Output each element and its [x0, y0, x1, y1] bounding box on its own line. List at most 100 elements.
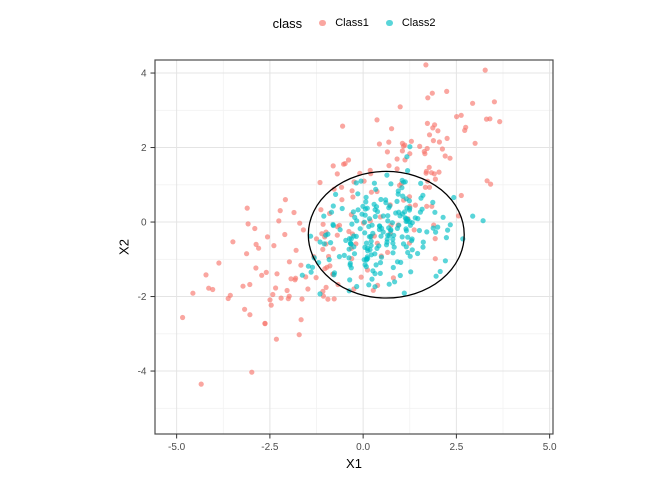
data-point [305, 286, 311, 292]
data-point [318, 207, 324, 213]
data-point [240, 283, 246, 289]
data-point [330, 221, 336, 228]
x-axis-title: X1 [346, 456, 362, 471]
data-point [244, 205, 250, 211]
panel-border [154, 59, 554, 435]
data-point [230, 239, 236, 245]
data-point [395, 191, 401, 197]
data-point [361, 219, 368, 225]
data-point [293, 247, 299, 253]
data-point [429, 203, 435, 209]
data-point [252, 225, 258, 232]
data-point [390, 236, 396, 242]
data-point [351, 251, 358, 257]
legend-key-class2 [381, 15, 398, 32]
data-point [447, 155, 453, 161]
data-point [439, 146, 445, 152]
data-point [363, 199, 369, 205]
data-point [425, 95, 431, 101]
data-point [426, 132, 433, 138]
data-point [362, 230, 368, 236]
data-point [424, 203, 430, 209]
data-point [374, 245, 380, 251]
data-point [249, 369, 255, 375]
data-point [308, 269, 314, 275]
data-point [358, 178, 364, 184]
data-point [317, 291, 323, 297]
data-point [285, 296, 291, 302]
data-point [368, 252, 374, 258]
data-point [313, 236, 320, 242]
data-point [369, 276, 375, 282]
data-point [368, 238, 374, 244]
data-point [256, 245, 262, 251]
data-point [351, 233, 357, 239]
data-point [433, 273, 439, 279]
data-point [363, 240, 370, 246]
data-point [376, 223, 383, 229]
data-point [325, 296, 331, 302]
data-point [397, 104, 403, 110]
data-point [402, 209, 408, 215]
data-point [437, 268, 443, 275]
data-point [396, 222, 402, 228]
data-point [390, 250, 396, 256]
data-point [403, 244, 409, 250]
data-point [372, 271, 378, 277]
data-point [327, 263, 333, 269]
data-point [378, 233, 384, 239]
data-point [323, 284, 329, 290]
data-point [355, 191, 361, 197]
data-point [386, 139, 392, 145]
data-point [296, 332, 302, 338]
data-point [331, 296, 337, 302]
data-point [288, 276, 294, 282]
data-point [424, 145, 430, 152]
data-point [377, 270, 383, 276]
data-point [328, 209, 335, 215]
data-point [384, 149, 390, 155]
data-point [415, 250, 421, 257]
data-point [436, 169, 442, 175]
data-point [245, 221, 251, 227]
data-point [368, 242, 374, 249]
data-point [426, 164, 432, 170]
x-tick-label: 0.0 [356, 442, 370, 453]
data-point [385, 232, 391, 238]
data-point [355, 207, 361, 213]
data-point [244, 251, 250, 257]
data-point [274, 271, 280, 277]
x-tick-label: -2.5 [261, 442, 279, 453]
data-point [417, 143, 423, 149]
data-point [350, 194, 356, 200]
legend-entry-class2: Class2 [381, 15, 435, 32]
data-point [242, 306, 248, 312]
data-point [347, 240, 353, 246]
data-point [390, 240, 396, 246]
legend-key-class1 [314, 15, 331, 32]
data-point [442, 153, 448, 159]
data-point [488, 181, 494, 187]
data-point [334, 171, 340, 177]
data-point [445, 227, 451, 233]
data-point [203, 272, 209, 278]
data-point [366, 216, 373, 222]
data-point [367, 247, 373, 253]
data-point [367, 167, 373, 173]
data-point [389, 126, 395, 132]
data-point [271, 243, 277, 249]
data-point [394, 156, 400, 162]
data-point [404, 154, 410, 160]
data-point [326, 257, 332, 263]
data-point [378, 196, 384, 203]
data-point [347, 277, 353, 283]
data-point [429, 90, 435, 96]
data-point [210, 286, 216, 293]
data-point [370, 230, 376, 236]
data-point [424, 120, 430, 126]
data-point [470, 213, 476, 219]
data-point [262, 320, 268, 326]
data-point [399, 148, 405, 154]
data-point [282, 197, 288, 203]
